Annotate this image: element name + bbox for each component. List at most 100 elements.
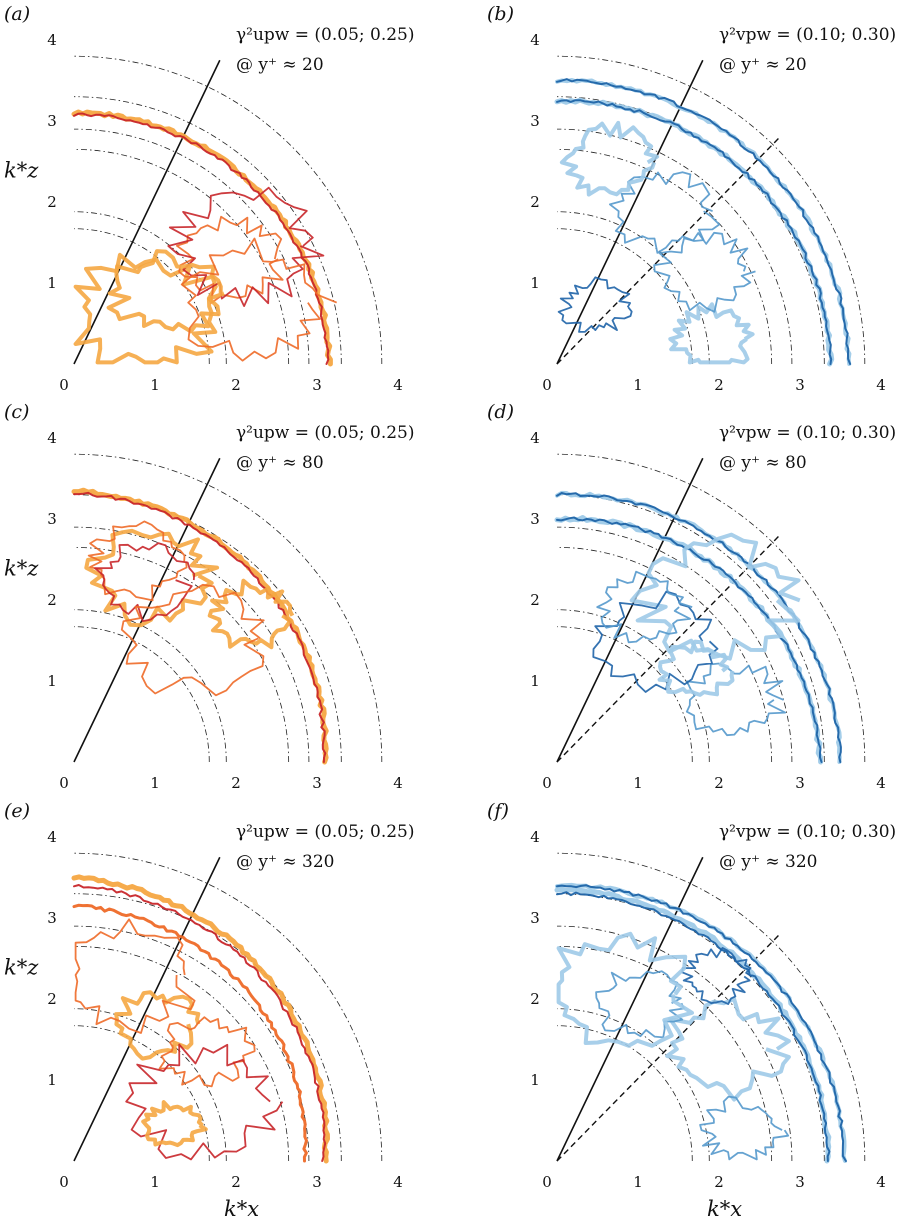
reference-arc <box>556 526 793 763</box>
panel-label: (a) <box>4 3 30 25</box>
x-tick-label: 1 <box>633 774 643 792</box>
contour-line <box>71 109 333 367</box>
contour-blob <box>73 252 218 365</box>
y-tick-label: 2 <box>47 990 57 1008</box>
reference-arc <box>556 96 825 365</box>
panel-e: 1 2 3 4 0 1 2 3 4 (e) γ²upw = (0.05; 0.25) @ y⁺ ≈ 3… <box>4 800 415 1221</box>
contour-blob <box>114 990 201 1061</box>
contour-blob <box>596 570 693 644</box>
x-tick-label: 3 <box>795 1173 805 1191</box>
contour-blob <box>685 662 787 737</box>
x-tick-label: 4 <box>876 376 886 394</box>
contour-line <box>556 516 823 763</box>
height-annotation: @ y⁺ ≈ 320 <box>719 852 817 872</box>
reference-arc <box>556 893 825 1162</box>
contour-blob <box>141 1100 208 1148</box>
contour-blob <box>559 120 660 197</box>
coherence-annotation: γ²upw = (0.05; 0.25) <box>236 423 415 443</box>
x-tick-label: 0 <box>542 774 552 792</box>
contour-blob <box>629 532 801 661</box>
y-tick-label: 4 <box>530 31 540 49</box>
reference-arc <box>556 626 693 763</box>
x-tick-label: 4 <box>393 376 403 394</box>
coherence-annotation: γ²upw = (0.05; 0.25) <box>236 822 415 842</box>
coherence-annotation: γ²vpw = (0.10; 0.30) <box>719 423 896 443</box>
y-tick-label: 4 <box>47 429 57 447</box>
contour-blob <box>87 520 188 602</box>
reference-arc <box>73 453 383 763</box>
contour-line <box>554 97 835 367</box>
height-annotation: @ y⁺ ≈ 20 <box>236 55 324 75</box>
height-annotation: @ y⁺ ≈ 20 <box>719 55 807 75</box>
reference-arc <box>73 128 310 365</box>
x-tick-label: 0 <box>59 1173 69 1191</box>
panel-label: (c) <box>4 401 29 423</box>
reference-arc <box>73 1025 210 1162</box>
x-tick-label: 1 <box>150 376 160 394</box>
solid-guide-line <box>73 856 221 1162</box>
coherence-annotation: γ²vpw = (0.10; 0.30) <box>719 25 896 45</box>
y-tick-label: 4 <box>530 429 540 447</box>
reference-arc <box>556 852 866 1162</box>
contour-blob <box>207 578 295 650</box>
x-axis-label: k*x <box>224 1197 259 1221</box>
reference-arc <box>73 1008 227 1162</box>
x-tick-label: 2 <box>714 376 724 394</box>
contour-blob <box>668 302 755 365</box>
contour-blob <box>180 237 338 362</box>
contour-line <box>72 903 308 1163</box>
y-tick-label: 1 <box>530 1071 540 1089</box>
height-annotation: @ y⁺ ≈ 80 <box>236 453 324 473</box>
panel-label: (f) <box>487 800 509 822</box>
x-tick-label: 4 <box>876 1173 886 1191</box>
reference-arc <box>556 148 773 365</box>
panel-label: (e) <box>4 800 30 822</box>
reference-arc <box>73 55 383 365</box>
reference-arc <box>556 453 866 763</box>
x-tick-label: 3 <box>312 376 322 394</box>
y-tick-label: 2 <box>47 591 57 609</box>
contour-line <box>556 884 847 1162</box>
x-tick-label: 1 <box>633 376 643 394</box>
panel-label: (d) <box>487 401 514 423</box>
x-tick-label: 3 <box>795 774 805 792</box>
solid-guide-line <box>73 457 221 763</box>
solid-guide-line <box>556 457 704 763</box>
contour-line <box>555 882 847 1163</box>
contour-line <box>556 492 842 763</box>
y-tick-label: 2 <box>47 193 57 211</box>
y-tick-label: 1 <box>47 672 57 690</box>
y-tick-label: 3 <box>47 112 57 130</box>
dashed-guide-line <box>556 534 781 763</box>
contour-blob <box>158 1016 256 1088</box>
contour-blob <box>665 997 791 1102</box>
x-tick-label: 2 <box>714 774 724 792</box>
contour-blob <box>106 249 225 334</box>
reference-arc <box>73 211 227 365</box>
reference-arc <box>556 228 693 365</box>
contour-blob <box>609 171 721 254</box>
contour-blob <box>84 528 220 628</box>
contour-blob <box>94 542 196 622</box>
coherence-annotation: γ²vpw = (0.10; 0.30) <box>719 822 896 842</box>
reference-arc <box>556 1008 710 1162</box>
x-tick-label: 2 <box>231 1173 241 1191</box>
y-tick-label: 4 <box>530 828 540 846</box>
x-tick-label: 2 <box>231 774 241 792</box>
contour-blob <box>556 931 694 1048</box>
y-tick-label: 4 <box>47 828 57 846</box>
reference-arc <box>556 546 773 763</box>
reference-arc <box>73 609 227 763</box>
y-tick-label: 2 <box>530 591 540 609</box>
solid-guide-line <box>556 59 704 365</box>
y-tick-label: 1 <box>530 672 540 690</box>
reference-arc <box>73 546 290 763</box>
contour-blob <box>167 186 325 307</box>
contour-blob <box>653 231 756 313</box>
reference-arc <box>556 925 793 1162</box>
x-tick-label: 1 <box>150 1173 160 1191</box>
contour-blob <box>592 590 719 693</box>
x-tick-label: 3 <box>312 1173 322 1191</box>
contour-blob <box>120 583 265 697</box>
x-tick-label: 2 <box>231 376 241 394</box>
